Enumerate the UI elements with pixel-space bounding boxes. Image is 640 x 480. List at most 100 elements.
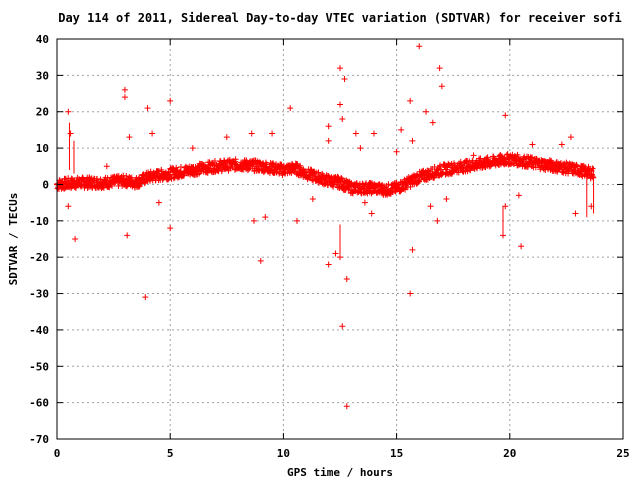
outlier-point [434,217,441,224]
x-axis-label: GPS time / hours [287,466,393,479]
outlier-point [189,145,196,152]
outlier-point [567,134,574,141]
y-tick-label: 40 [36,33,49,46]
band-point [338,175,345,182]
band-point [78,182,85,189]
outlier-point [407,97,414,104]
data-series [54,43,597,410]
band-point [466,158,473,165]
outlier-point [409,137,416,144]
outlier-point [121,86,128,93]
outlier-point [502,112,509,119]
outlier-point [588,203,595,210]
outlier-point [144,105,151,112]
outlier-point [309,196,316,202]
band-point [338,175,345,182]
outlier-point [325,123,332,130]
band-point [106,184,113,191]
outlier-point [155,199,162,206]
band-point [431,163,438,170]
outlier-point [103,163,110,170]
outlier-point [409,246,416,253]
outlier-point [343,276,350,282]
band-point [351,186,358,193]
band-point [189,164,196,171]
y-tick-label: -70 [29,433,49,446]
outlier-point [341,76,348,82]
outlier-point [339,323,346,330]
outlier-point [65,203,72,210]
outlier-point [427,203,434,210]
band-point [400,185,407,192]
outlier-point [343,403,350,410]
outlier-point [518,243,525,250]
band-point [525,163,532,170]
y-tick-label: -60 [29,397,49,410]
band-point [559,169,566,176]
x-tick-label: 20 [503,447,516,460]
y-tick-label: 20 [36,106,49,119]
outlier-point [337,101,343,108]
outlier-point [72,236,79,242]
y-tick-label: -20 [29,251,49,264]
band-point [211,157,218,164]
outlier-point [429,119,436,126]
outlier-point [500,232,507,239]
outlier-point [423,108,430,115]
outlier-point [515,192,522,199]
x-tick-label: 15 [390,447,403,460]
outlier-point [470,152,477,159]
band-point [407,183,414,190]
outlier-point [398,126,405,133]
band-point [334,173,341,180]
outlier-point [438,83,445,90]
outlier-point [558,141,565,148]
outlier-point [223,134,230,141]
outlier-point [167,97,174,104]
band-point [136,183,143,190]
outlier-point [325,137,332,144]
outlier-point [293,217,300,224]
outlier-point [65,108,72,115]
outlier-point [572,210,579,217]
outlier-point [149,130,156,137]
outlier-point [325,261,332,268]
band-point [342,186,349,193]
outlier-point [352,130,359,137]
outlier-point [67,130,74,137]
y-tick-label: 0 [42,178,49,191]
x-tick-label: 10 [277,447,290,460]
band-point [292,165,299,172]
outlier-point [121,94,128,101]
outlier-point [248,130,255,137]
band-point [165,176,172,183]
outlier-point [269,130,276,137]
band-point [109,182,116,189]
band-point [563,159,570,166]
outlier-point [250,217,257,224]
x-tick-label: 5 [167,447,174,460]
outlier-point [337,65,343,72]
x-tick-label: 0 [54,447,61,460]
band-point [416,176,423,183]
outlier-point [126,134,133,141]
y-tick-label: -10 [29,215,49,228]
outlier-point [142,294,149,301]
outlier-point [370,130,377,137]
band-point [581,165,588,172]
outlier-point [262,214,269,221]
outlier-point [287,105,294,112]
band-point [589,165,596,172]
outlier-point [393,148,400,155]
y-tick-label: -30 [29,288,49,301]
outlier-point [257,257,264,264]
band-point [100,184,107,191]
x-tick-label: 25 [616,447,629,460]
outlier-point [368,210,375,217]
outlier-point [361,199,368,206]
outlier-point [443,196,450,202]
grid [57,39,623,439]
outlier-point [416,43,423,50]
outlier-point [339,116,346,122]
